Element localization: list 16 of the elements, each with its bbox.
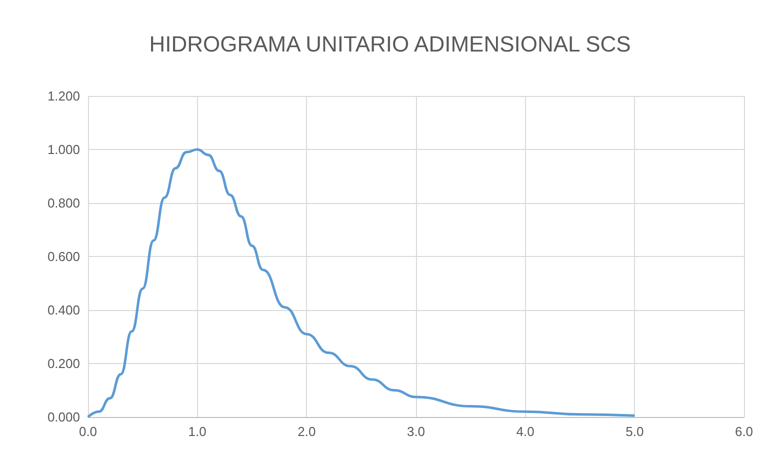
x-tick-label: 0.0 — [78, 424, 98, 439]
line-series — [86, 148, 636, 418]
y-tick-label: 0.800 — [47, 196, 80, 210]
x-tick-label: 3.0 — [406, 424, 426, 439]
y-tick-label: 1.200 — [47, 88, 80, 104]
x-tick-label: 1.0 — [188, 424, 206, 439]
y-tick-label: 1.000 — [47, 142, 80, 157]
chart-title: HIDROGRAMA UNITARIO ADIMENSIONAL SCS — [149, 32, 631, 56]
y-tick-label: 0.000 — [47, 410, 80, 424]
x-tick-label: 4.0 — [516, 424, 534, 439]
x-tick-label: 2.0 — [298, 424, 316, 439]
y-tick-label: 0.200 — [47, 356, 80, 371]
x-tick-label: 5.0 — [626, 424, 644, 439]
x-tick-label: 6.0 — [734, 424, 754, 439]
y-tick-label: 0.600 — [47, 249, 80, 264]
y-tick-label: 0.400 — [47, 302, 80, 318]
